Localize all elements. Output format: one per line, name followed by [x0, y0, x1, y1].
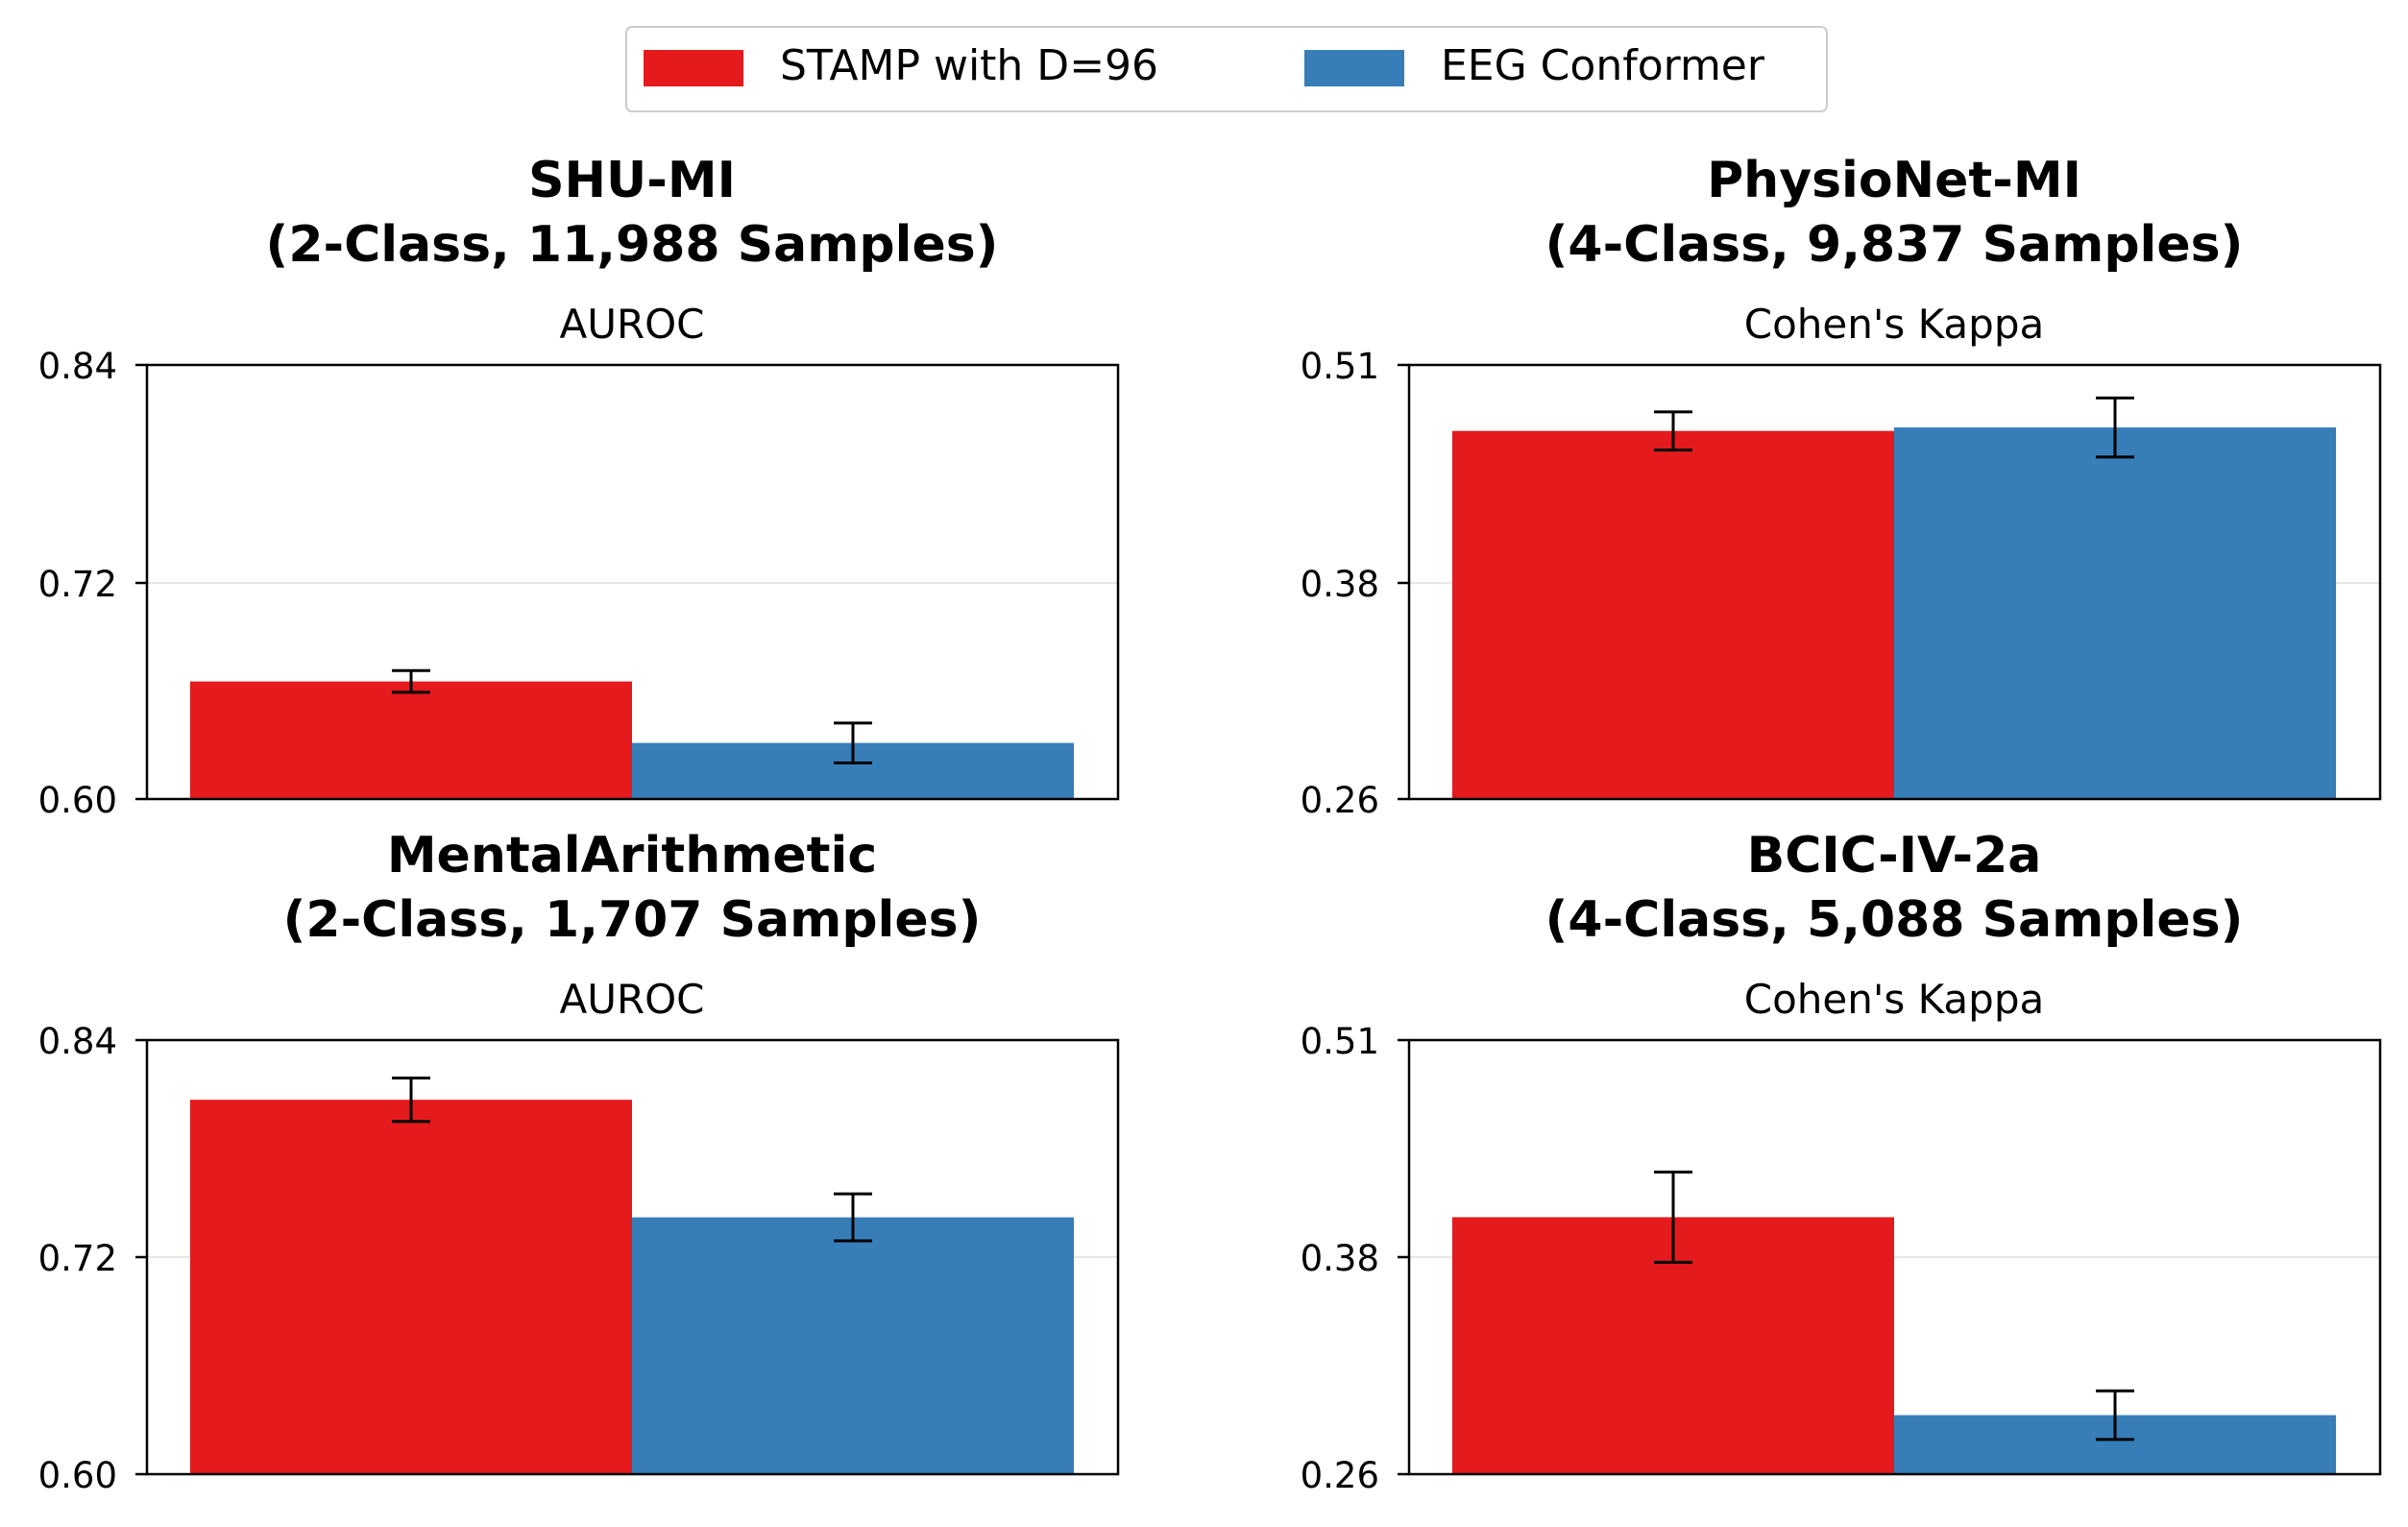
bar-stamp: [190, 1100, 632, 1474]
y-tick-label: 0.60: [38, 1455, 117, 1496]
y-tick-label: 0.26: [1301, 1455, 1379, 1496]
y-tick-label: 0.84: [38, 1021, 117, 1062]
panel-physionet-mi: PhysioNet-MI (4-Class, 9,837 Samples) Co…: [1301, 152, 2382, 821]
y-tick-label: 0.72: [38, 1238, 117, 1279]
y-tick-label: 0.38: [1301, 1238, 1379, 1279]
errorbar-conformer: [834, 1192, 872, 1243]
panel-title-line1: MentalArithmetic: [387, 827, 877, 885]
errorbar-stamp: [392, 668, 430, 694]
panel-title-line2: (4-Class, 9,837 Samples): [1545, 216, 2244, 274]
bar-conformer: [1894, 427, 2336, 799]
panel-title-line2: (2-Class, 11,988 Samples): [266, 216, 999, 274]
panel-shu-mi: SHU-MI (2-Class, 11,988 Samples) AUROC 0…: [38, 152, 1120, 821]
panel-metric-label: AUROC: [559, 976, 704, 1023]
panel-metric-label: AUROC: [559, 301, 704, 348]
panel-title-line1: SHU-MI: [528, 152, 736, 209]
errorbar-conformer: [2096, 396, 2134, 459]
errorbar-conformer: [2096, 1389, 2134, 1442]
legend-label-conformer: EEG Conformer: [1441, 41, 1765, 90]
legend-label-stamp: STAMP with D=96: [780, 41, 1158, 90]
bar-stamp: [1452, 430, 1894, 799]
bar-conformer: [632, 1217, 1074, 1474]
panel-title-line2: (2-Class, 1,707 Samples): [283, 891, 982, 949]
y-tick-label: 0.38: [1301, 564, 1379, 605]
y-tick-label: 0.26: [1301, 780, 1379, 821]
y-tick-label: 0.51: [1301, 1021, 1379, 1062]
errorbar-stamp: [1654, 1170, 1692, 1264]
panel-metric-label: Cohen's Kappa: [1744, 976, 2044, 1023]
legend-swatch-conformer: [1304, 50, 1404, 86]
y-tick-label: 0.84: [38, 346, 117, 387]
bar-stamp: [190, 681, 632, 799]
panel-bcic-iv-2a: BCIC-IV-2a (4-Class, 5,088 Samples) Cohe…: [1301, 827, 2382, 1496]
errorbar-stamp: [392, 1077, 430, 1124]
errorbar-stamp: [1654, 410, 1692, 452]
panel-metric-label: Cohen's Kappa: [1744, 301, 2044, 348]
y-tick-label: 0.51: [1301, 346, 1379, 387]
legend: STAMP with D=96 EEG Conformer: [625, 26, 1828, 112]
panel-title-line2: (4-Class, 5,088 Samples): [1545, 891, 2244, 949]
legend-swatch-stamp: [644, 50, 743, 86]
panel-title-line1: BCIC-IV-2a: [1747, 827, 2042, 885]
panel-title-line1: PhysioNet-MI: [1707, 152, 2081, 209]
legend-frame: [625, 26, 1828, 112]
y-tick-label: 0.72: [38, 564, 117, 605]
errorbar-conformer: [834, 721, 872, 764]
y-tick-label: 0.60: [38, 780, 117, 821]
panel-mental-arithmetic: MentalArithmetic (2-Class, 1,707 Samples…: [38, 827, 1120, 1496]
